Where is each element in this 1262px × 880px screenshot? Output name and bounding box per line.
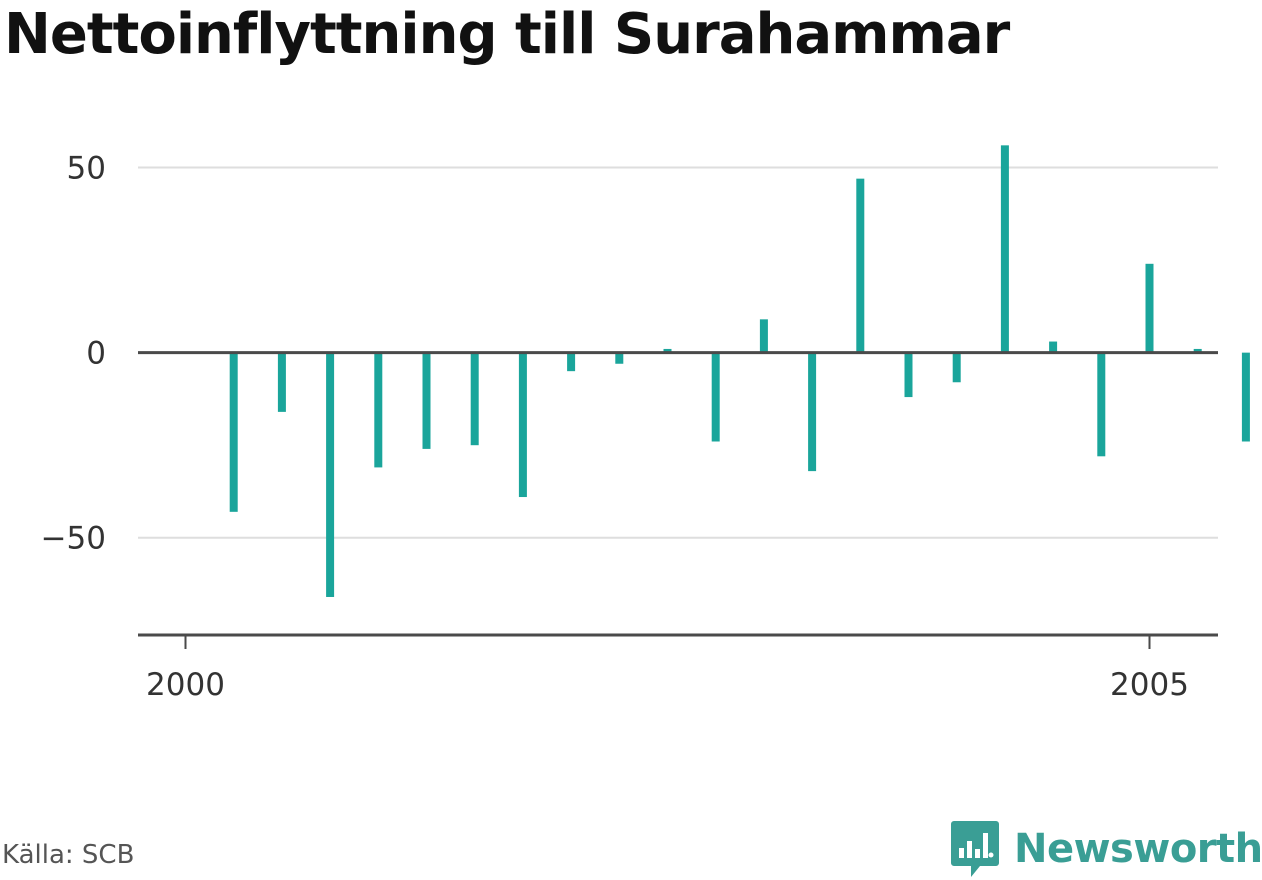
- y-tick-label: 0: [86, 336, 106, 372]
- bar: [1145, 263, 1154, 353]
- bar: [1049, 341, 1058, 353]
- newsworthy-logo-icon: [951, 821, 999, 877]
- x-tick-label: 2000: [146, 667, 225, 703]
- y-tick-label: 50: [67, 151, 106, 187]
- bar: [663, 348, 672, 353]
- chart-title: Nettoinflyttning till Surahammar: [4, 2, 1010, 67]
- axes: [138, 351, 1218, 649]
- bar: [1241, 352, 1250, 442]
- bar: [615, 352, 624, 364]
- bar: [856, 178, 865, 353]
- x-tick-labels: 200020052010201520202025: [146, 667, 1189, 703]
- y-tick-label: −50: [41, 521, 106, 557]
- bar: [518, 352, 527, 498]
- bar: [808, 352, 817, 472]
- y-tick-labels: 50 0 −50: [41, 151, 106, 557]
- bar: [374, 352, 383, 468]
- bar: [904, 352, 913, 398]
- bar: [229, 352, 238, 512]
- source-label: Källa: SCB: [2, 840, 135, 870]
- bar: [470, 352, 479, 446]
- bar: [952, 352, 961, 383]
- bar: [567, 352, 576, 372]
- brand: Newsworthy: [950, 818, 1262, 880]
- bar: [759, 319, 768, 353]
- bar: [277, 352, 286, 412]
- bar: [1000, 145, 1009, 353]
- brand-name: Newsworthy: [1014, 826, 1262, 872]
- bars: [229, 145, 1250, 597]
- grid-lines: [138, 166, 1218, 539]
- bar: [422, 352, 431, 449]
- x-tick-label: 2005: [1110, 667, 1189, 703]
- bar: [711, 352, 720, 442]
- bar: [1193, 348, 1202, 353]
- bar: [326, 352, 335, 597]
- bar: [1097, 352, 1106, 457]
